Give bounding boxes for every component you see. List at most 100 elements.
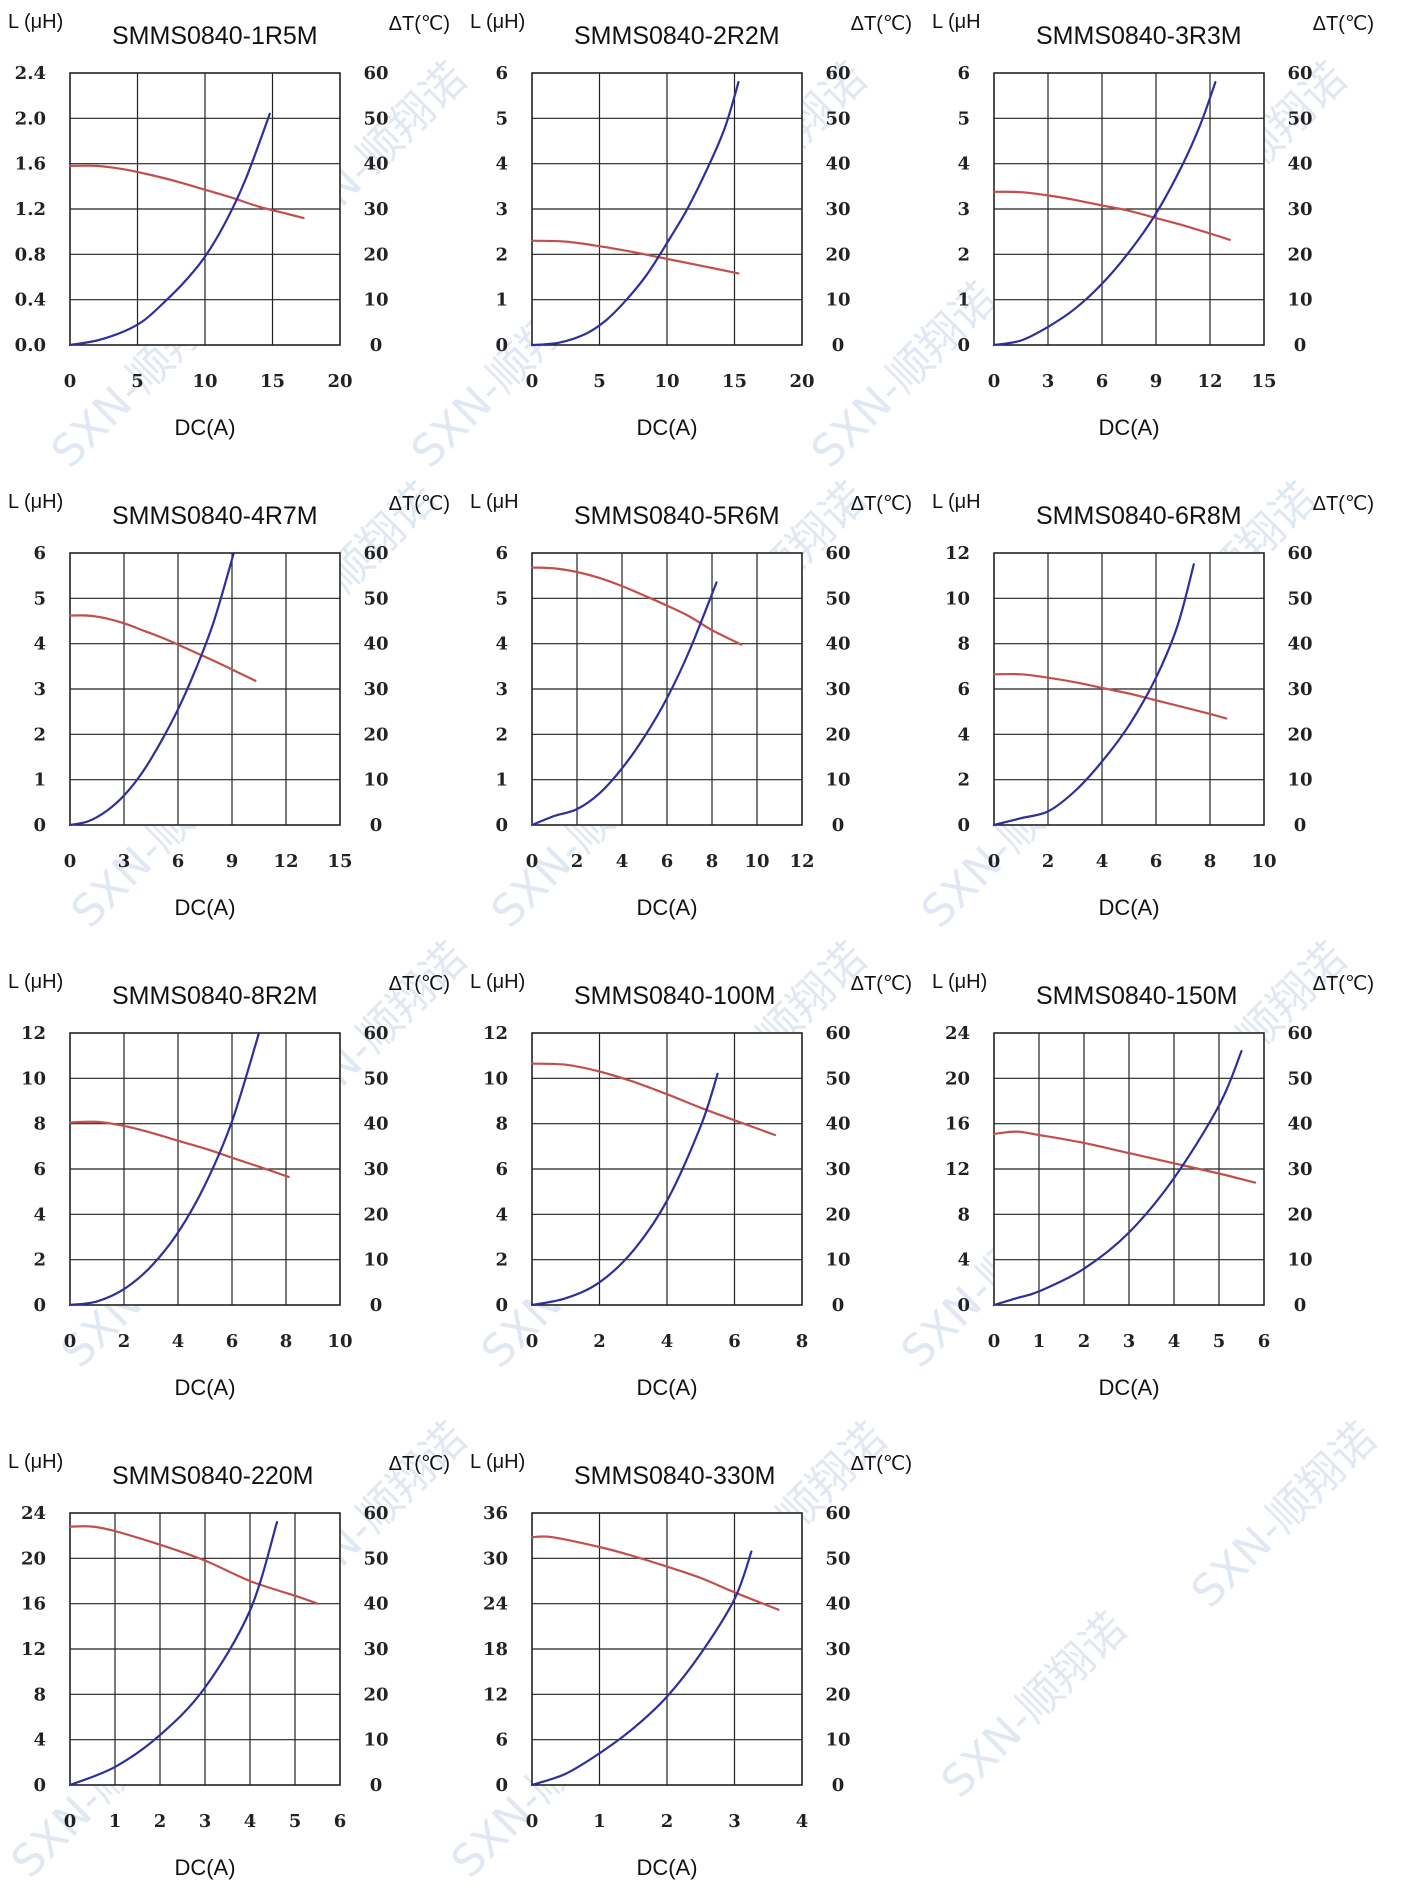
y-tick-label: 24 — [483, 1594, 508, 1615]
inductance-curve — [68, 614, 257, 682]
y2-axis-label: ΔT(℃) — [851, 13, 912, 35]
y2-tick-label: 40 — [825, 1114, 850, 1135]
y2-tick-label: 10 — [825, 290, 850, 311]
x-tick-label: 3 — [118, 851, 131, 872]
y-tick-label: 18 — [483, 1639, 508, 1660]
y2-tick-label: 40 — [363, 1114, 388, 1135]
y2-tick-label: 20 — [363, 244, 388, 265]
y-tick-label: 16 — [21, 1594, 46, 1615]
chart-title: SMMS0840-1R5M — [112, 22, 318, 50]
x-tick-label: 4 — [616, 851, 629, 872]
y2-tick-label: 40 — [363, 1594, 388, 1615]
x-tick-label: 4 — [796, 1811, 809, 1832]
x-tick-label: 0 — [64, 851, 77, 872]
y-tick-label: 6 — [495, 1730, 508, 1751]
y-tick-label: 0 — [957, 335, 970, 356]
y2-tick-label: 60 — [825, 63, 850, 84]
y-tick-label: 8 — [957, 634, 970, 655]
chart-title: SMMS0840-5R6M — [574, 502, 780, 530]
x-tick-label: 0 — [988, 1331, 1001, 1352]
y-tick-label: 20 — [945, 1068, 970, 1089]
y-axis-label: L (μH) — [8, 491, 63, 513]
watermark-text: SXN-顺翔诺 — [932, 1603, 1137, 1808]
y-tick-label: 10 — [483, 1068, 508, 1089]
chart-panel: L (μH) SMMS0840-4R7M ΔT(℃)DC(A)0 3 6 9 12 15012… — [8, 491, 450, 920]
x-tick-label: 1 — [1033, 1331, 1046, 1352]
y-tick-label: 4 — [495, 154, 508, 175]
y-tick-label: 2 — [495, 1250, 508, 1271]
chart-title: SMMS0840-330M — [574, 1462, 775, 1490]
y-tick-label: 2 — [33, 1250, 46, 1271]
x-tick-label: 6 — [728, 1331, 741, 1352]
x-tick-label: 8 — [1204, 851, 1217, 872]
chart-panel: L (μH) SMMS0840-2R2M ΔT(℃)DC(A)0 5 10 15 20012… — [470, 11, 912, 440]
y-tick-label: 4 — [957, 724, 970, 745]
inductance-curve — [68, 1525, 319, 1605]
y2-axis-label: ΔT(℃) — [389, 1453, 450, 1475]
y-tick-label: 0.8 — [15, 244, 46, 265]
y-tick-label: 12 — [945, 543, 970, 564]
x-axis-label: DC(A) — [174, 895, 235, 920]
y2-tick-label: 60 — [825, 543, 850, 564]
y2-tick-label: 0 — [370, 1775, 383, 1796]
x-tick-label: 20 — [789, 371, 814, 392]
y2-tick-label: 0 — [832, 1775, 845, 1796]
y2-axis-label: ΔT(℃) — [1313, 13, 1374, 35]
y-tick-label: 6 — [957, 63, 970, 84]
temperature-rise-curve — [68, 112, 271, 347]
y-axis-label: L (μH — [932, 491, 981, 513]
x-tick-label: 20 — [327, 371, 352, 392]
x-axis-label: DC(A) — [174, 1855, 235, 1880]
y-tick-label: 2.4 — [15, 63, 46, 84]
temperature-rise-curve — [530, 1550, 753, 1787]
inductance-curve — [530, 239, 740, 275]
x-tick-label: 2 — [154, 1811, 167, 1832]
y2-tick-label: 30 — [363, 1159, 388, 1180]
chart-title: SMMS0840-150M — [1036, 982, 1237, 1010]
x-tick-label: 10 — [192, 371, 217, 392]
y2-axis-label: ΔT(℃) — [389, 13, 450, 35]
y-axis-label: L (μH) — [8, 971, 63, 993]
y2-tick-label: 0 — [832, 815, 845, 836]
x-tick-label: 0 — [64, 1811, 77, 1832]
x-axis-label: DC(A) — [636, 1855, 697, 1880]
chart-title: SMMS0840-2R2M — [574, 22, 780, 50]
x-tick-label: 0 — [64, 1331, 77, 1352]
y-tick-label: 5 — [495, 588, 508, 609]
y-tick-label: 0.0 — [15, 335, 46, 356]
temperature-rise-curve — [530, 581, 718, 827]
y-tick-label: 3 — [957, 199, 970, 220]
y2-tick-label: 60 — [363, 543, 388, 564]
y-tick-label: 0 — [33, 815, 46, 836]
x-axis-label: DC(A) — [1098, 895, 1159, 920]
y-tick-label: 0 — [957, 1295, 970, 1316]
y2-tick-label: 60 — [1287, 1023, 1312, 1044]
chart-panel: L (μH) SMMS0840-1R5M ΔT(℃) DC(A) 0 5 10 15 20 0.0… — [8, 11, 450, 440]
x-tick-label: 0 — [988, 371, 1001, 392]
x-tick-label: 12 — [273, 851, 298, 872]
x-tick-label: 2 — [1042, 851, 1055, 872]
y2-tick-label: 50 — [825, 1068, 850, 1089]
y-axis-label: L (μH) — [470, 1451, 525, 1473]
y-tick-label: 0 — [33, 1775, 46, 1796]
y-tick-label: 1.2 — [15, 199, 46, 220]
temperature-rise-curve — [68, 1031, 261, 1307]
y2-tick-label: 10 — [363, 290, 388, 311]
y2-tick-label: 50 — [1287, 108, 1312, 129]
y-tick-label: 30 — [483, 1548, 508, 1569]
x-tick-label: 6 — [172, 851, 185, 872]
x-axis-label: DC(A) — [174, 1375, 235, 1400]
x-tick-label: 2 — [571, 851, 584, 872]
x-tick-label: 6 — [1150, 851, 1163, 872]
x-axis-label: DC(A) — [636, 415, 697, 440]
y2-tick-label: 50 — [363, 108, 388, 129]
x-tick-label: 10 — [654, 371, 679, 392]
x-tick-label: 15 — [327, 851, 352, 872]
inductance-curve — [68, 1120, 290, 1178]
y-tick-label: 4 — [957, 1250, 970, 1271]
y-tick-label: 6 — [495, 543, 508, 564]
y2-tick-label: 40 — [825, 1594, 850, 1615]
chart-title: SMMS0840-220M — [112, 1462, 313, 1490]
chart-title: SMMS0840-3R3M — [1036, 22, 1242, 50]
y2-tick-label: 60 — [825, 1023, 850, 1044]
